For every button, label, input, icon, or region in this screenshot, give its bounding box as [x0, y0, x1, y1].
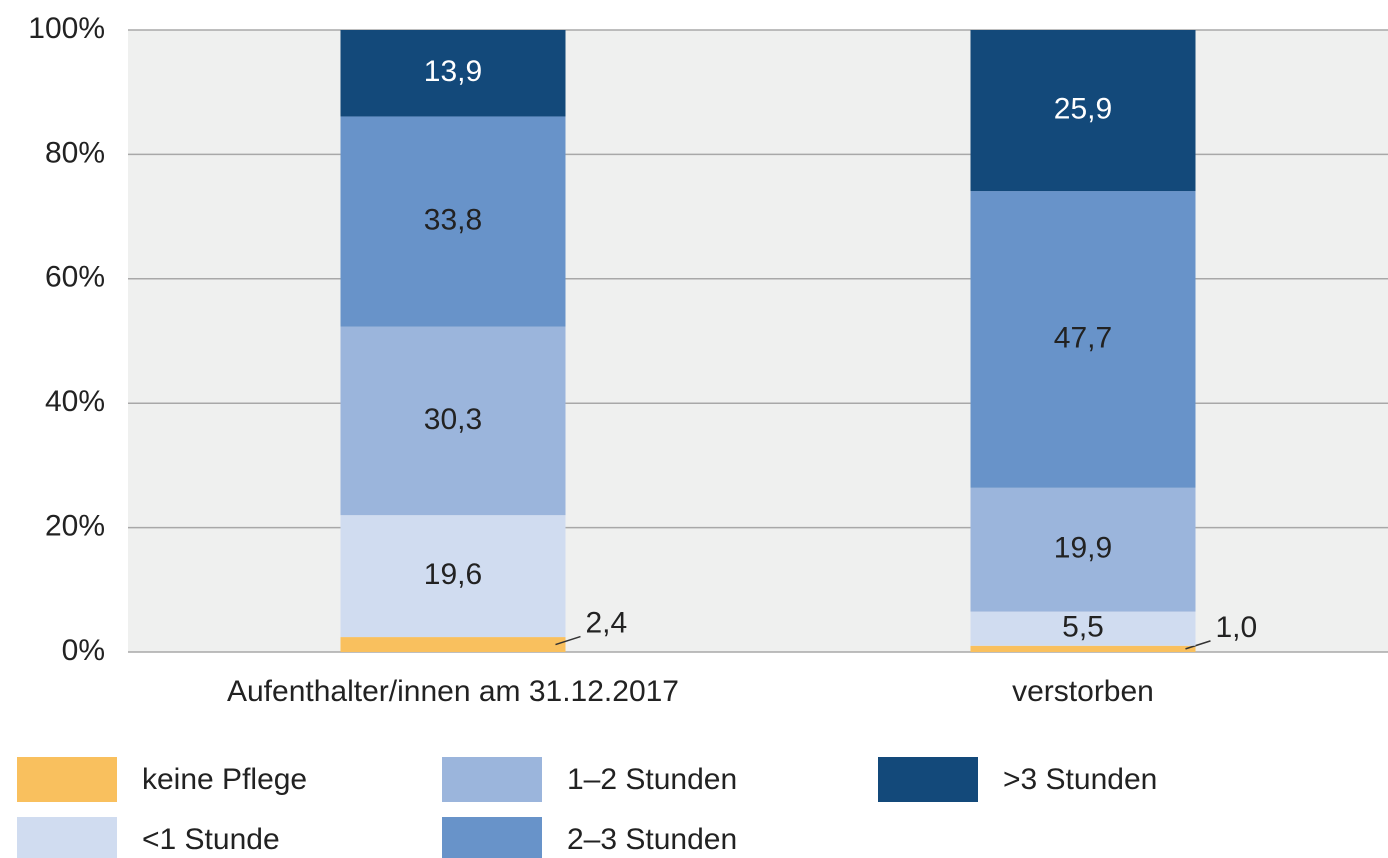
value-label: 1,0: [1216, 611, 1258, 644]
bar-segment: [970, 191, 1196, 488]
bar-segment: [970, 30, 1196, 192]
value-label: 19,6: [424, 558, 482, 591]
y-tick-label: 0%: [62, 634, 105, 667]
legend-swatch: [878, 757, 978, 802]
y-tick-label: 20%: [45, 510, 105, 543]
bar-segment: [340, 116, 566, 327]
legend-label: >3 Stunden: [1003, 763, 1157, 796]
value-label: 2,4: [586, 606, 628, 639]
bar-segment: [340, 515, 566, 638]
bar-segment: [970, 487, 1196, 612]
bar-segment: [970, 611, 1196, 646]
legend-label: keine Pflege: [142, 763, 307, 796]
legend-swatch: [17, 817, 117, 858]
y-tick-label: 80%: [45, 136, 105, 169]
leader-line: [555, 635, 581, 646]
value-label: 30,3: [424, 403, 482, 436]
value-label: 47,7: [1054, 321, 1112, 354]
y-tick-label: 40%: [45, 385, 105, 418]
bar-segment: [340, 30, 566, 117]
legend-swatch: [442, 757, 542, 802]
leader-line: [1185, 640, 1211, 650]
x-tick-label: verstorben: [1012, 675, 1154, 708]
value-label: 25,9: [1054, 92, 1112, 125]
bar-segment: [340, 637, 566, 652]
plot-area: [128, 30, 1388, 652]
legend-label: 2–3 Stunden: [567, 823, 737, 856]
y-tick-label: 60%: [45, 261, 105, 294]
legend-swatch: [442, 817, 542, 858]
legend-label: <1 Stunde: [142, 823, 280, 856]
legend-swatch: [17, 757, 117, 802]
x-tick-label: Aufenthalter/innen am 31.12.2017: [227, 675, 679, 708]
value-label: 13,9: [424, 55, 482, 88]
y-tick-label: 100%: [28, 12, 105, 45]
bar-segment: [340, 326, 566, 516]
legend-label: 1–2 Stunden: [567, 763, 737, 796]
value-label: 5,5: [1062, 611, 1104, 644]
value-label: 19,9: [1054, 532, 1112, 565]
bar-segment: [970, 645, 1196, 652]
value-label: 33,8: [424, 203, 482, 236]
